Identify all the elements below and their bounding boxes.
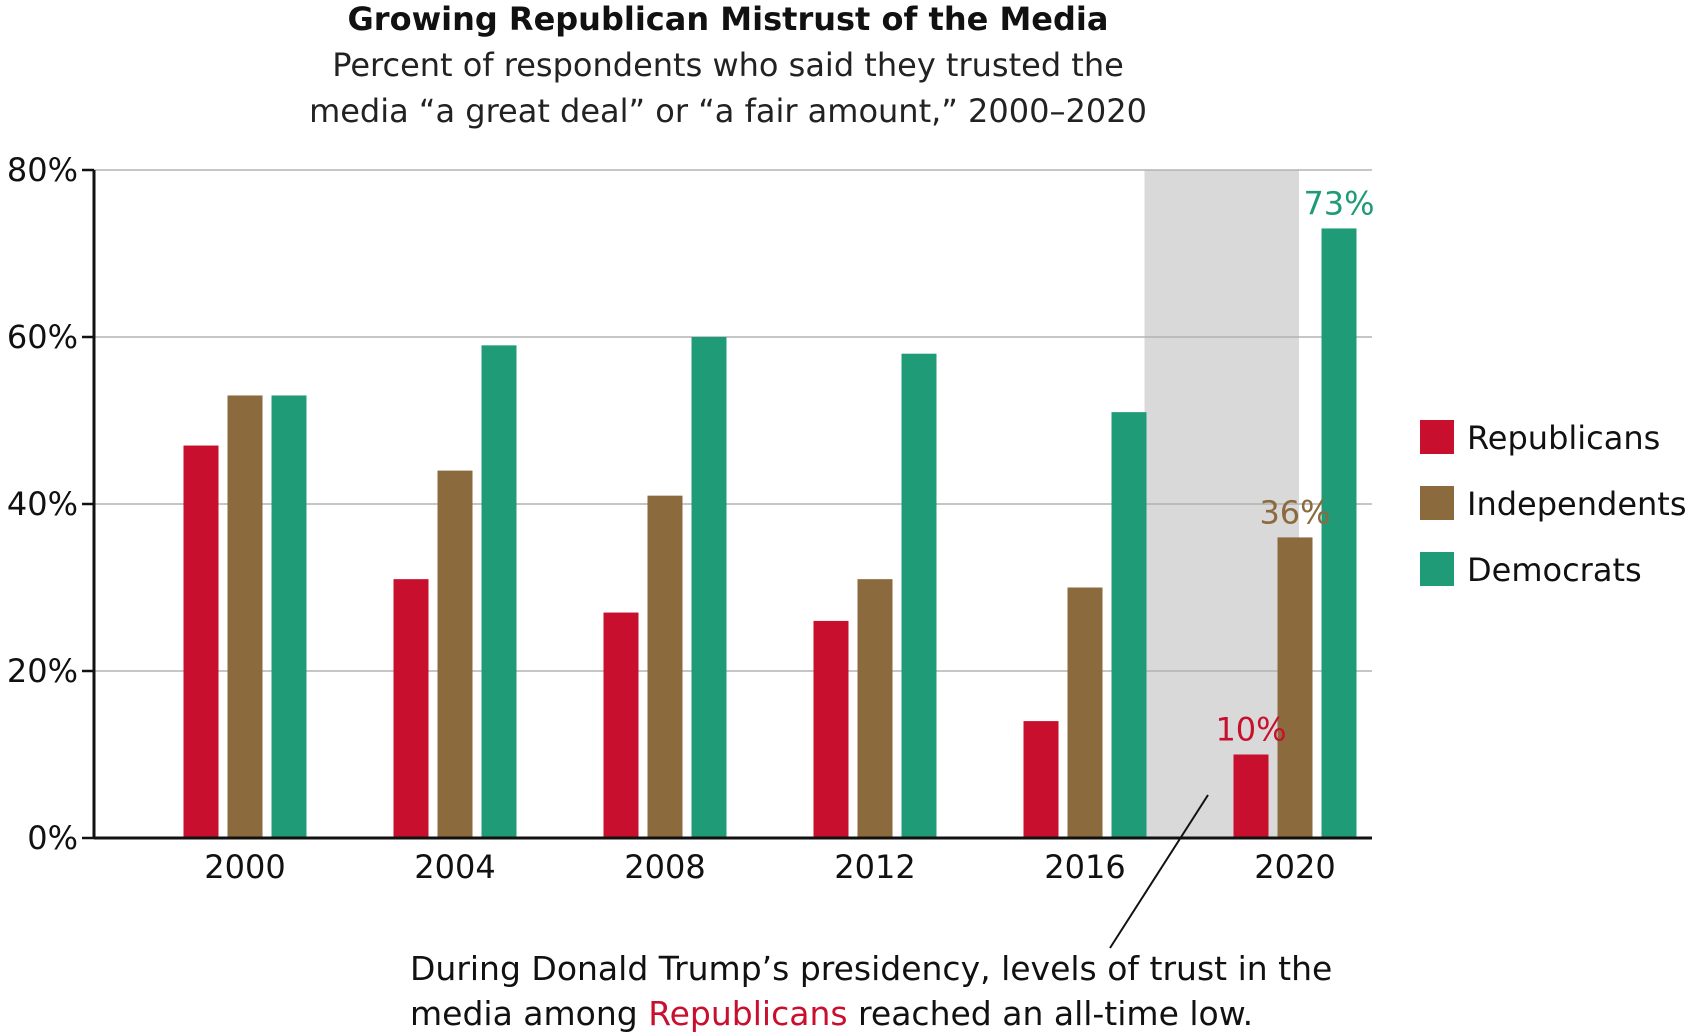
bar-democrats-2012 [901, 353, 937, 838]
x-tick-label-2016: 2016 [1044, 848, 1125, 886]
y-tick-label-0: 0% [27, 819, 78, 857]
legend-label-republicans: Republicans [1467, 419, 1660, 457]
x-tick-label-2012: 2012 [834, 848, 915, 886]
bar-republicans-2016 [1023, 721, 1059, 838]
bar-democrats-2004 [481, 345, 517, 838]
annotation-line2-before: media among [410, 994, 648, 1033]
annotation-line2-after: reached an all-time low. [848, 994, 1254, 1033]
legend: Republicans Independents Democrats [1420, 419, 1687, 589]
chart-subtitle-line1: Percent of respondents who said they tru… [332, 46, 1124, 84]
x-tick-label-2008: 2008 [624, 848, 705, 886]
axes [92, 170, 1372, 840]
bars [183, 228, 1357, 838]
y-tick-label-20: 20% [7, 652, 78, 690]
gridlines [82, 168, 1372, 840]
annotation-pointer-line [1109, 794, 1209, 949]
bar-republicans-2008 [603, 612, 639, 838]
chart-subtitle-line2: media “a great deal” or “a fair amount,”… [309, 92, 1147, 130]
bar-democrats-2000 [271, 395, 307, 838]
legend-swatch-democrats [1420, 552, 1454, 586]
bar-independents-2000 [227, 395, 263, 838]
x-tick-label-2004: 2004 [414, 848, 495, 886]
bar-independents-2008 [647, 495, 683, 838]
bar-democrats-2020 [1321, 228, 1357, 838]
annotation-line1: During Donald Trump’s presidency, levels… [410, 949, 1332, 988]
legend-swatch-republicans [1420, 420, 1454, 454]
annotation-line2: media among Republicans reached an all-t… [410, 994, 1253, 1033]
data-labels: 10% 36% 73% [1215, 184, 1374, 748]
x-tick-label-2000: 2000 [204, 848, 285, 886]
legend-swatch-independents [1420, 486, 1454, 520]
bar-democrats-2016 [1111, 412, 1147, 838]
bar-independents-2016 [1067, 587, 1103, 838]
y-tick-label-60: 60% [7, 318, 78, 356]
bar-independents-2020 [1277, 537, 1313, 838]
y-axis-tick-labels: 0% 20% 40% 60% 80% [7, 151, 78, 857]
bar-democrats-2008 [691, 337, 727, 838]
chart-title: Growing Republican Mistrust of the Media [348, 0, 1109, 38]
bar-independents-2004 [437, 470, 473, 838]
annotation-republicans-highlight: Republicans [648, 994, 847, 1033]
legend-label-democrats: Democrats [1467, 551, 1642, 589]
bar-republicans-2004 [393, 579, 429, 838]
bar-republicans-2020 [1233, 754, 1269, 838]
bar-republicans-2000 [183, 445, 219, 838]
data-label-republicans-2020: 10% [1215, 711, 1286, 749]
x-axis-tick-labels: 2000 2004 2008 2012 2016 2020 [204, 848, 1335, 886]
y-tick-label-40: 40% [7, 485, 78, 523]
x-tick-label-2020: 2020 [1254, 848, 1335, 886]
legend-label-independents: Independents [1467, 485, 1687, 523]
bar-independents-2012 [857, 579, 893, 838]
data-label-democrats-2020: 73% [1303, 184, 1374, 222]
y-tick-label-80: 80% [7, 151, 78, 189]
bar-republicans-2012 [813, 620, 849, 838]
data-label-independents-2020: 36% [1259, 493, 1330, 531]
